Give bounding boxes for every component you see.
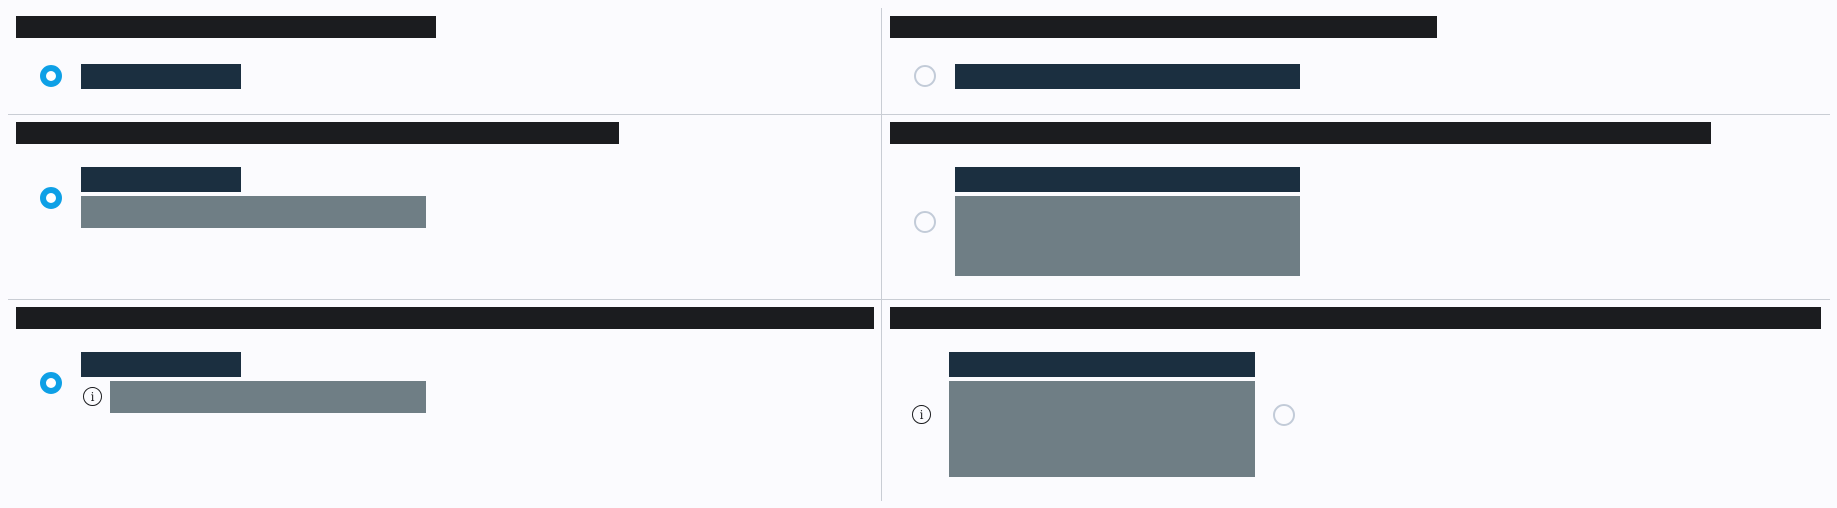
info-icon[interactable]: i <box>912 405 931 424</box>
option-description <box>955 196 1300 276</box>
radio-unchecked-icon[interactable] <box>914 211 936 233</box>
option-label <box>81 64 241 89</box>
option-label <box>81 352 241 377</box>
section-title <box>16 16 436 38</box>
column-divider <box>881 8 882 501</box>
section-title <box>16 122 619 144</box>
option-label <box>949 352 1255 377</box>
option-label <box>81 167 241 192</box>
radio-unchecked-icon[interactable] <box>914 65 936 87</box>
radio-checked-icon[interactable] <box>40 372 62 394</box>
radio-unchecked-icon[interactable] <box>1273 404 1295 426</box>
section-title <box>16 307 874 329</box>
section-title <box>890 307 1821 329</box>
row-divider-1 <box>8 114 1830 115</box>
section-title <box>890 122 1711 144</box>
option-label <box>955 167 1300 192</box>
option-description <box>110 381 426 413</box>
section-title <box>890 16 1437 38</box>
option-label <box>955 64 1300 89</box>
info-icon[interactable]: i <box>83 387 102 406</box>
option-description <box>949 381 1255 477</box>
option-description <box>81 196 426 228</box>
radio-checked-icon[interactable] <box>40 187 62 209</box>
row-divider-2 <box>8 299 1830 300</box>
radio-checked-icon[interactable] <box>40 65 62 87</box>
